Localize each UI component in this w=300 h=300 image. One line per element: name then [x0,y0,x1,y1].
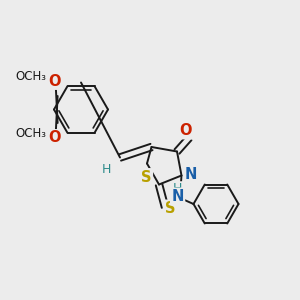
Text: N: N [171,189,184,204]
Text: N: N [184,167,197,182]
Text: S: S [141,169,152,184]
Text: O: O [180,123,192,138]
Text: H: H [173,182,182,196]
Text: O: O [48,130,61,146]
Text: OCH₃: OCH₃ [15,127,46,140]
Text: O: O [48,74,61,88]
Text: S: S [165,201,176,216]
Text: OCH₃: OCH₃ [15,70,46,83]
Text: H: H [102,163,111,176]
